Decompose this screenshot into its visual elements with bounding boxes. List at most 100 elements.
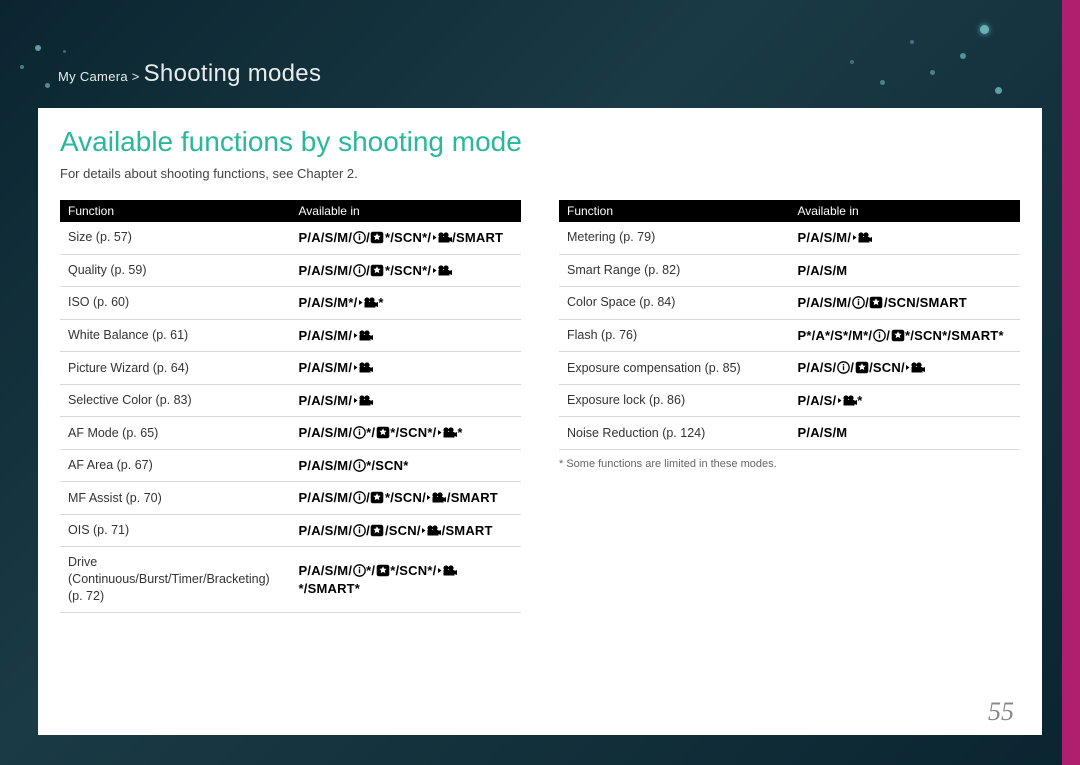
lens-priority-icon xyxy=(353,564,366,577)
table-row: Exposure compensation (p. 85)P/A/S///SCN… xyxy=(559,352,1020,385)
lens-priority-icon xyxy=(353,426,366,439)
lens-priority-icon xyxy=(837,361,850,374)
table-row: Metering (p. 79)P/A/S/M/ xyxy=(559,222,1020,254)
rec-movie-icon xyxy=(358,296,378,309)
lens-priority-icon xyxy=(852,296,865,309)
footnote: * Some functions are limited in these mo… xyxy=(559,458,1020,470)
th-function: Function xyxy=(559,200,790,222)
table-row: AF Mode (p. 65)P/A/S/M/*/*/SCN*/* xyxy=(60,417,521,450)
lens-priority-icon xyxy=(873,329,886,342)
cell-function: ISO (p. 60) xyxy=(60,287,291,320)
cell-modes: P/A/S/M//*/SCN*//SMART xyxy=(291,222,522,254)
table-row: OIS (p. 71)P/A/S/M///SCN//SMART xyxy=(60,514,521,547)
cell-function: Metering (p. 79) xyxy=(559,222,790,254)
cell-function: Smart Range (p. 82) xyxy=(559,254,790,287)
breadcrumb-prefix: My Camera > xyxy=(58,69,140,84)
magic-frame-icon xyxy=(376,564,390,577)
lens-priority-icon xyxy=(353,459,366,472)
rec-movie-icon xyxy=(353,361,373,374)
rec-movie-icon xyxy=(905,361,925,374)
rec-movie-icon xyxy=(426,491,446,504)
magic-frame-icon xyxy=(869,296,883,309)
page-body: Available functions by shooting mode For… xyxy=(38,108,1042,735)
cell-modes: P/A/S/M/ xyxy=(291,319,522,352)
cell-function: Drive (Continuous/Burst/Timer/Bracketing… xyxy=(60,547,291,613)
cell-function: AF Mode (p. 65) xyxy=(60,417,291,450)
table-row: MF Assist (p. 70)P/A/S/M//*/SCN//SMART xyxy=(60,482,521,515)
lens-priority-icon xyxy=(353,491,366,504)
page-number: 55 xyxy=(988,697,1014,727)
cell-modes: P/A/S/M xyxy=(790,417,1021,450)
cell-function: AF Area (p. 67) xyxy=(60,449,291,482)
breadcrumb: My Camera > Shooting modes xyxy=(58,60,321,88)
magic-frame-icon xyxy=(370,264,384,277)
bokeh-dots-right xyxy=(820,15,1040,105)
cell-function: White Balance (p. 61) xyxy=(60,319,291,352)
page-subtitle: For details about shooting functions, se… xyxy=(60,166,358,181)
table-row: Noise Reduction (p. 124)P/A/S/M xyxy=(559,417,1020,450)
lens-priority-icon xyxy=(353,231,366,244)
table-row: Color Space (p. 84)P/A/S/M///SCN/SMART xyxy=(559,287,1020,320)
cell-function: Selective Color (p. 83) xyxy=(60,384,291,417)
cell-function: Quality (p. 59) xyxy=(60,254,291,287)
cell-function: Noise Reduction (p. 124) xyxy=(559,417,790,450)
cell-modes: P/A/S/* xyxy=(790,384,1021,417)
cell-function: Flash (p. 76) xyxy=(559,319,790,352)
rec-movie-icon xyxy=(353,329,373,342)
magic-frame-icon xyxy=(891,329,905,342)
cell-modes: P/A/S/M//*/SCN//SMART xyxy=(291,482,522,515)
table-row: Flash (p. 76)P*/A*/S*/M*//*/SCN*/SMART* xyxy=(559,319,1020,352)
rec-movie-icon xyxy=(437,564,457,577)
functions-table-right: Function Available in Metering (p. 79)P/… xyxy=(559,200,1020,450)
cell-modes: P/A/S/M/ xyxy=(291,352,522,385)
table-row: AF Area (p. 67)P/A/S/M/*/SCN* xyxy=(60,449,521,482)
lens-priority-icon xyxy=(353,264,366,277)
cell-modes: P/A/S/M/ xyxy=(790,222,1021,254)
cell-modes: P/A/S/M/ xyxy=(291,384,522,417)
accent-bar xyxy=(1062,0,1080,765)
cell-modes: P/A/S/M/*/SCN* xyxy=(291,449,522,482)
rec-movie-icon xyxy=(837,394,857,407)
page-title: Available functions by shooting mode xyxy=(60,126,522,158)
cell-modes: P/A/S///SCN/ xyxy=(790,352,1021,385)
cell-function: Color Space (p. 84) xyxy=(559,287,790,320)
rec-movie-icon xyxy=(437,426,457,439)
cell-modes: P/A/S/M*/* xyxy=(291,287,522,320)
magic-frame-icon xyxy=(370,231,384,244)
rec-movie-icon xyxy=(852,231,872,244)
rec-movie-icon xyxy=(353,394,373,407)
magic-frame-icon xyxy=(370,491,384,504)
th-available: Available in xyxy=(291,200,522,222)
cell-function: Picture Wizard (p. 64) xyxy=(60,352,291,385)
rec-movie-icon xyxy=(421,524,441,537)
cell-modes: P/A/S/M///SCN//SMART xyxy=(291,514,522,547)
cell-function: Exposure compensation (p. 85) xyxy=(559,352,790,385)
th-function: Function xyxy=(60,200,291,222)
table-row: Picture Wizard (p. 64)P/A/S/M/ xyxy=(60,352,521,385)
magic-frame-icon xyxy=(376,426,390,439)
table-row: White Balance (p. 61)P/A/S/M/ xyxy=(60,319,521,352)
rec-movie-icon xyxy=(432,231,452,244)
table-row: Smart Range (p. 82)P/A/S/M xyxy=(559,254,1020,287)
lens-priority-icon xyxy=(353,524,366,537)
rec-movie-icon xyxy=(432,264,452,277)
table-row: Quality (p. 59)P/A/S/M//*/SCN*/ xyxy=(60,254,521,287)
breadcrumb-section: Shooting modes xyxy=(144,60,322,87)
cell-modes: P/A/S/M//*/SCN*/ xyxy=(291,254,522,287)
magic-frame-icon xyxy=(370,524,384,537)
cell-function: Exposure lock (p. 86) xyxy=(559,384,790,417)
right-column: Function Available in Metering (p. 79)P/… xyxy=(559,200,1020,613)
cell-function: Size (p. 57) xyxy=(60,222,291,254)
magic-frame-icon xyxy=(855,361,869,374)
table-row: Exposure lock (p. 86)P/A/S/* xyxy=(559,384,1020,417)
cell-modes: P/A/S/M/*/*/SCN*/*/SMART* xyxy=(291,547,522,613)
cell-function: OIS (p. 71) xyxy=(60,514,291,547)
table-row: ISO (p. 60)P/A/S/M*/* xyxy=(60,287,521,320)
th-available: Available in xyxy=(790,200,1021,222)
functions-table-left: Function Available in Size (p. 57)P/A/S/… xyxy=(60,200,521,613)
table-row: Size (p. 57)P/A/S/M//*/SCN*//SMART xyxy=(60,222,521,254)
cell-function: MF Assist (p. 70) xyxy=(60,482,291,515)
left-column: Function Available in Size (p. 57)P/A/S/… xyxy=(60,200,521,613)
cell-modes: P/A/S/M///SCN/SMART xyxy=(790,287,1021,320)
cell-modes: P*/A*/S*/M*//*/SCN*/SMART* xyxy=(790,319,1021,352)
